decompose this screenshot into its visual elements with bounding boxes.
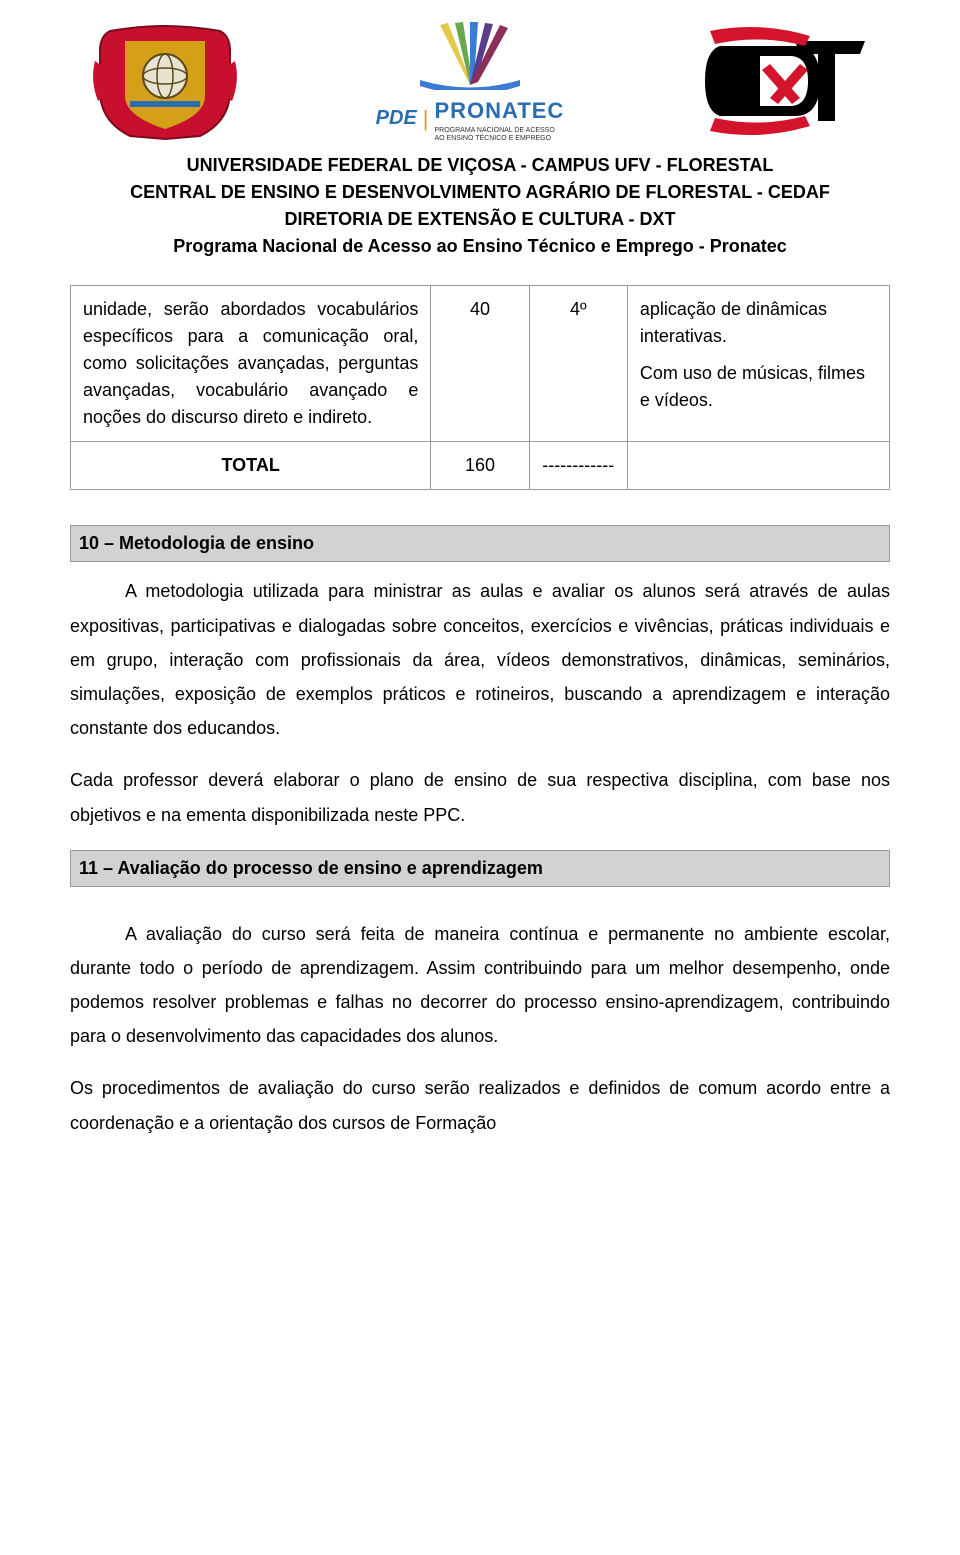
page-container: PDE | PRONATEC PROGRAMA NACIONAL DE ACES…	[0, 0, 960, 1188]
section-10-p2: Cada professor deverá elaborar o plano d…	[70, 763, 890, 831]
logo-right	[700, 26, 870, 136]
total-dash: ------------	[529, 442, 627, 490]
table-total-row: TOTAL 160 ------------	[71, 442, 890, 490]
note-2: Com uso de músicas, filmes e vídeos.	[640, 360, 877, 414]
pde-label: PDE	[376, 103, 417, 133]
pronatec-sub2: AO ENSINO TÉCNICO E EMPREGO	[435, 135, 552, 143]
section-10-header: 10 – Metodologia de ensino	[70, 525, 890, 562]
header-text: UNIVERSIDADE FEDERAL DE VIÇOSA - CAMPUS …	[70, 152, 890, 260]
note-1: aplicação de dinâmicas interativas.	[640, 296, 877, 350]
pronatec-brand: PRONATEC	[435, 94, 565, 127]
header-line-1: UNIVERSIDADE FEDERAL DE VIÇOSA - CAMPUS …	[70, 152, 890, 179]
logo-center: PDE | PRONATEC PROGRAMA NACIONAL DE ACES…	[376, 20, 565, 142]
fan-icon	[380, 20, 560, 90]
total-empty	[627, 442, 889, 490]
section-11-header: 11 – Avaliação do processo de ensino e a…	[70, 850, 890, 887]
logo-left	[90, 21, 240, 141]
pronatec-text-block: PRONATEC PROGRAMA NACIONAL DE ACESSO AO …	[435, 94, 565, 142]
cell-order: 4º	[529, 286, 627, 442]
pronatec-row: PDE | PRONATEC PROGRAMA NACIONAL DE ACES…	[376, 94, 565, 142]
cell-notes: aplicação de dinâmicas interativas. Com …	[627, 286, 889, 442]
section-11-p1: A avaliação do curso será feita de manei…	[70, 917, 890, 1054]
crest-icon	[90, 21, 240, 141]
logos-row: PDE | PRONATEC PROGRAMA NACIONAL DE ACES…	[70, 20, 890, 142]
header-line-3: DIRETORIA DE EXTENSÃO E CULTURA - DXT	[70, 206, 890, 233]
section-10-p1: A metodologia utilizada para ministrar a…	[70, 574, 890, 745]
dxt-icon	[700, 26, 870, 136]
total-label: TOTAL	[71, 442, 431, 490]
table-row: unidade, serão abordados vocabulários es…	[71, 286, 890, 442]
total-hours: 160	[431, 442, 529, 490]
header-line-4: Programa Nacional de Acesso ao Ensino Té…	[70, 233, 890, 260]
cell-hours: 40	[431, 286, 529, 442]
section-11-p2: Os procedimentos de avaliação do curso s…	[70, 1071, 890, 1139]
header-line-2: CENTRAL DE ENSINO E DESENVOLVIMENTO AGRÁ…	[70, 179, 890, 206]
divider-icon: |	[423, 102, 429, 135]
pronatec-sub1: PROGRAMA NACIONAL DE ACESSO	[435, 127, 555, 135]
content-table: unidade, serão abordados vocabulários es…	[70, 285, 890, 490]
cell-desc: unidade, serão abordados vocabulários es…	[71, 286, 431, 442]
